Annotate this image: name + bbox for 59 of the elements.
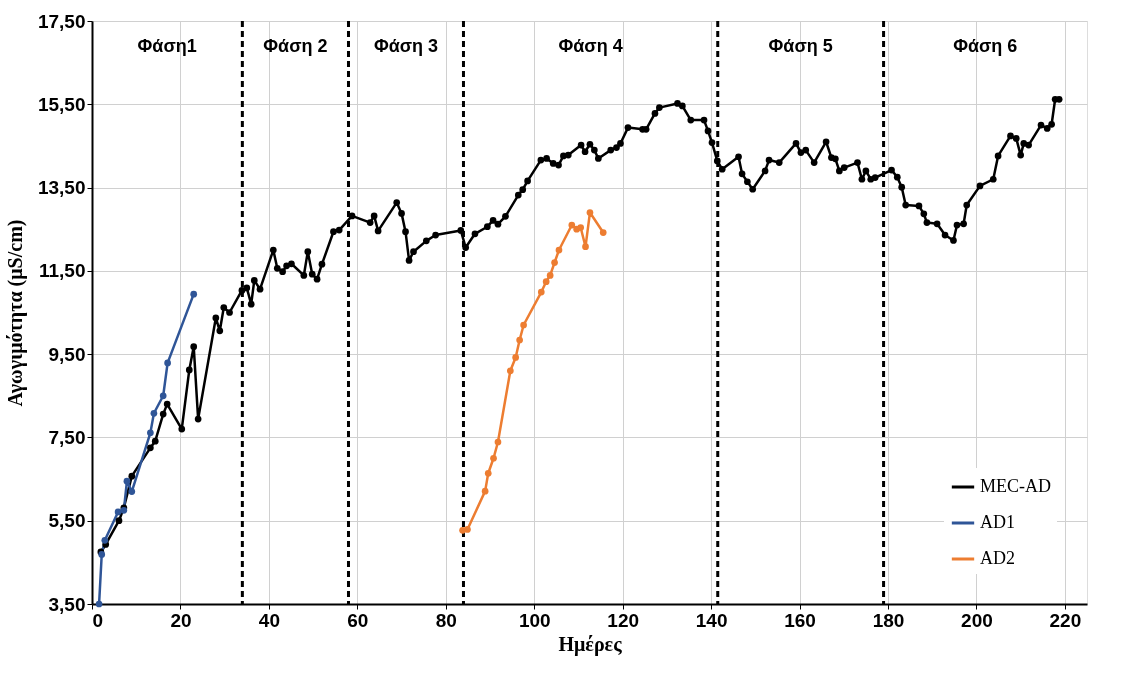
point — [147, 429, 154, 437]
x-tick-label: 120 — [607, 609, 640, 631]
x-tick-label: 140 — [695, 609, 728, 631]
point — [542, 278, 550, 286]
x-tick-label: 0 — [92, 609, 104, 631]
point — [546, 272, 554, 279]
point — [568, 221, 576, 229]
point — [101, 536, 109, 544]
point — [516, 336, 523, 344]
x-tick-label: 160 — [784, 609, 816, 631]
x-tick-label: 200 — [961, 609, 993, 631]
point — [577, 224, 585, 231]
y-tick-label: 13,50 — [37, 177, 86, 199]
point — [512, 354, 519, 361]
x-tick-label: 220 — [1049, 609, 1082, 631]
point — [506, 367, 514, 375]
annotation: Φάση 6 — [953, 36, 1018, 56]
annotation: Φάση 3 — [373, 36, 439, 56]
x-tick-label: 80 — [435, 609, 457, 631]
point — [123, 477, 131, 485]
x-axis-title: Ημέρες — [558, 632, 623, 656]
point — [599, 229, 607, 236]
x-tick-label: 100 — [518, 609, 551, 631]
point — [555, 246, 563, 254]
y-tick-label: 11,50 — [39, 260, 86, 282]
point — [464, 526, 471, 533]
point — [150, 409, 158, 417]
point — [494, 438, 502, 446]
point — [159, 392, 167, 400]
y-tick-label: 17,50 — [37, 10, 86, 32]
x-tick-label: 180 — [872, 609, 905, 631]
x-tick-label: 40 — [258, 609, 280, 631]
point — [586, 209, 594, 216]
annotation: Φάση 5 — [768, 36, 833, 56]
annotation: Φάση 2 — [263, 36, 328, 56]
x-tick-label: 20 — [170, 609, 192, 631]
point — [114, 508, 122, 516]
point — [128, 488, 136, 495]
y-axis-title: Αγωγιμότητα (μS/cm) — [3, 219, 27, 407]
y-tick-label: 15,50 — [37, 93, 86, 115]
y-tick-label: 9,50 — [48, 343, 86, 365]
y-tick-label: 7,50 — [48, 426, 86, 448]
legend-label: AD1 — [980, 512, 1015, 532]
point — [582, 243, 589, 251]
point — [490, 454, 497, 462]
legend-label: AD2 — [980, 548, 1015, 568]
y-tick-label: 5,50 — [48, 510, 86, 532]
point — [484, 469, 492, 477]
x-tick-label: 60 — [347, 609, 369, 631]
point — [551, 259, 558, 266]
point — [520, 321, 527, 329]
point — [164, 359, 171, 367]
point — [537, 288, 545, 296]
y-tick-label: 3,50 — [48, 593, 86, 615]
annotation: Φάση 4 — [558, 36, 623, 56]
annotation: Φάση1 — [137, 36, 197, 56]
point — [481, 487, 489, 495]
legend-label: MEC-AD — [980, 476, 1051, 496]
point — [190, 290, 198, 298]
